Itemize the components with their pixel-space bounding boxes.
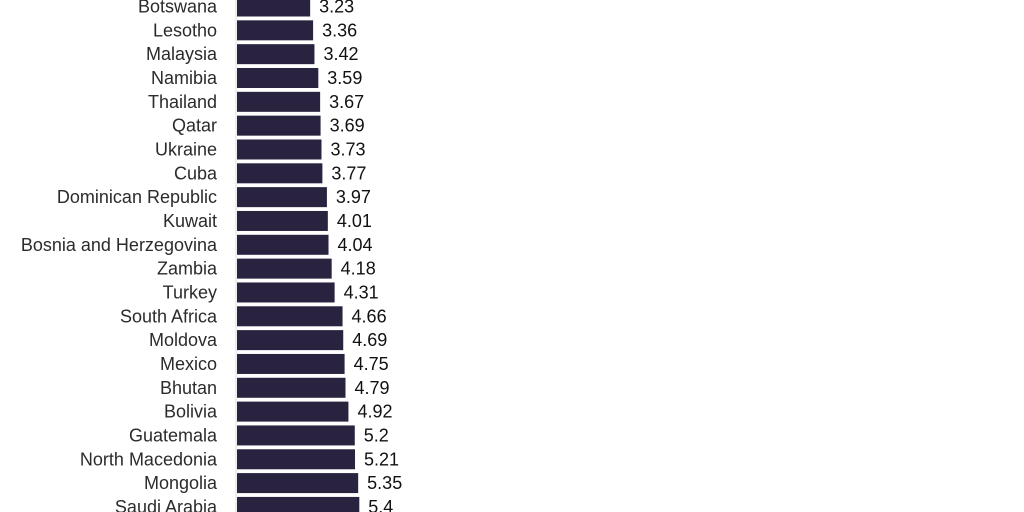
category-label-north-macedonia: North Macedonia <box>80 449 218 469</box>
bar-north-macedonia <box>237 449 356 470</box>
category-label-mexico: Mexico <box>160 354 217 374</box>
category-label-botswana: Botswana <box>138 0 218 17</box>
category-label-malaysia: Malaysia <box>146 44 218 64</box>
category-label-lesotho: Lesotho <box>153 20 217 40</box>
bar-lesotho <box>237 20 314 41</box>
bar-kuwait <box>237 210 328 231</box>
bars <box>237 0 360 512</box>
bar-bolivia <box>237 401 349 422</box>
category-label-bolivia: Bolivia <box>164 402 218 422</box>
bar-malaysia <box>237 44 315 65</box>
value-label-botswana: 3.23 <box>319 0 354 17</box>
bar-thailand <box>237 91 321 112</box>
bar-dominican-republic <box>237 187 327 208</box>
value-label-kuwait: 4.01 <box>337 211 372 231</box>
bar-mexico <box>237 353 345 374</box>
value-label-bolivia: 4.92 <box>357 402 392 422</box>
bar-south-africa <box>237 306 343 327</box>
bar-cuba <box>237 163 323 184</box>
bar-botswana <box>237 0 311 17</box>
category-label-namibia: Namibia <box>151 68 218 88</box>
value-label-bosnia-and-herzegovina: 4.04 <box>338 235 373 255</box>
bar-moldova <box>237 330 344 351</box>
category-label-bosnia-and-herzegovina: Bosnia and Herzegovina <box>21 235 218 255</box>
value-label-bhutan: 4.79 <box>354 378 389 398</box>
value-label-zambia: 4.18 <box>341 259 376 279</box>
category-label-saudi-arabia: Saudi Arabia <box>115 497 218 512</box>
value-label-ukraine: 3.73 <box>330 139 365 159</box>
bar-saudi-arabia <box>237 496 360 512</box>
value-label-mexico: 4.75 <box>354 354 389 374</box>
category-label-bhutan: Bhutan <box>160 378 217 398</box>
value-label-thailand: 3.67 <box>329 92 364 112</box>
value-label-lesotho: 3.36 <box>322 20 357 40</box>
value-label-saudi-arabia: 5.4 <box>368 497 393 512</box>
bar-qatar <box>237 115 321 136</box>
category-label-cuba: Cuba <box>174 163 218 183</box>
category-labels: Botswana Lesotho Malaysia Namibia Thailand Qa… <box>21 0 218 512</box>
value-label-north-macedonia: 5.21 <box>364 449 399 469</box>
category-label-guatemala: Guatemala <box>129 425 218 445</box>
value-label-cuba: 3.77 <box>331 163 366 183</box>
value-label-namibia: 3.59 <box>327 68 362 88</box>
category-label-kuwait: Kuwait <box>163 211 217 231</box>
value-labels: 3.23 3.36 3.42 3.59 3.67 3.69 3.73 3.77 3.97 4.01… <box>319 0 402 512</box>
bar-bhutan <box>237 377 346 398</box>
category-label-south-africa: South Africa <box>120 306 218 326</box>
value-label-guatemala: 5.2 <box>364 425 389 445</box>
value-label-dominican-republic: 3.97 <box>336 187 371 207</box>
value-label-turkey: 4.31 <box>344 282 379 302</box>
category-label-mongolia: Mongolia <box>144 473 218 493</box>
value-label-south-africa: 4.66 <box>352 306 387 326</box>
value-label-qatar: 3.69 <box>330 116 365 136</box>
bar-guatemala <box>237 425 355 446</box>
category-label-dominican-republic: Dominican Republic <box>57 187 217 207</box>
value-label-malaysia: 3.42 <box>323 44 358 64</box>
bar-bosnia-and-herzegovina <box>237 234 329 255</box>
bar-zambia <box>237 258 332 279</box>
bar-turkey <box>237 282 335 303</box>
value-label-moldova: 4.69 <box>352 330 387 350</box>
category-label-moldova: Moldova <box>149 330 218 350</box>
category-label-zambia: Zambia <box>157 259 218 279</box>
category-label-ukraine: Ukraine <box>155 139 217 159</box>
bar-ukraine <box>237 139 322 160</box>
value-label-mongolia: 5.35 <box>367 473 402 493</box>
bar-mongolia <box>237 473 359 494</box>
category-label-turkey: Turkey <box>163 282 217 302</box>
bar-namibia <box>237 67 319 88</box>
category-label-qatar: Qatar <box>172 116 217 136</box>
category-label-thailand: Thailand <box>148 92 217 112</box>
